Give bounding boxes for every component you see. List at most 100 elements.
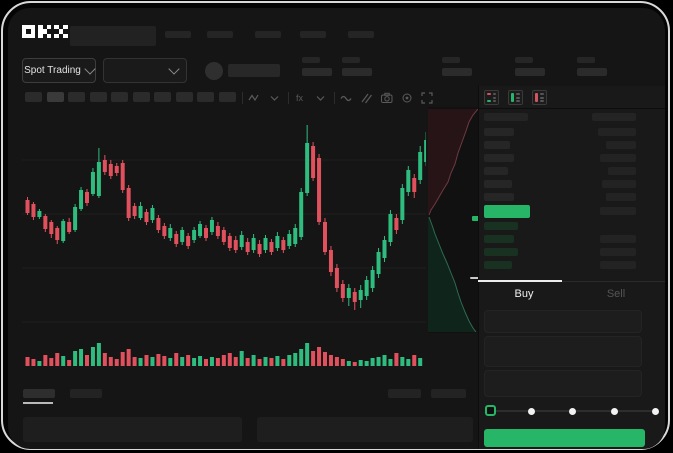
drawing-tools-icon[interactable]	[360, 91, 374, 110]
fullscreen-icon[interactable]	[420, 91, 434, 110]
total-input[interactable]	[484, 370, 642, 397]
ask-price-placeholder	[484, 180, 512, 188]
stat-label-placeholder	[577, 57, 595, 63]
stat-label-placeholder	[342, 57, 360, 63]
nav-item-placeholder[interactable]	[300, 31, 326, 38]
ask-price-placeholder	[484, 141, 510, 149]
slider-stop[interactable]	[527, 407, 535, 415]
nav-item-placeholder[interactable]	[165, 31, 191, 38]
tab-buy[interactable]: Buy	[514, 288, 534, 300]
last-amount-placeholder	[600, 207, 636, 215]
price-placeholder	[228, 64, 280, 77]
last-price-badge[interactable]	[484, 205, 530, 218]
ask-amount-placeholder	[606, 193, 636, 201]
ask-price-placeholder	[484, 154, 514, 162]
ask-price-placeholder	[484, 167, 508, 175]
bottom-action-placeholder[interactable]	[388, 389, 421, 398]
panel-divider	[478, 86, 479, 449]
camera-icon[interactable]	[380, 91, 394, 110]
settings-icon[interactable]	[400, 91, 414, 110]
interval-placeholder[interactable]	[89, 92, 107, 102]
chevron-down-icon	[84, 63, 96, 75]
bottom-panel-left	[23, 417, 242, 442]
bid-amount-placeholder	[600, 248, 636, 256]
amount-slider-handle[interactable]	[485, 405, 496, 416]
interval-placeholder[interactable]	[111, 92, 128, 102]
amount-input[interactable]	[484, 336, 642, 367]
chevron-down-icon	[168, 63, 180, 75]
interval-placeholder[interactable]	[218, 92, 236, 102]
svg-text:fx: fx	[296, 93, 304, 103]
interval-placeholder[interactable]	[197, 92, 214, 102]
stat-value-placeholder	[302, 68, 332, 76]
bid-amount-placeholder	[600, 235, 636, 243]
slider-stop[interactable]	[652, 407, 659, 415]
logo-letter	[22, 25, 36, 39]
search-placeholder[interactable]	[70, 26, 156, 46]
nav-item-placeholder[interactable]	[255, 31, 281, 38]
line-type-icon[interactable]	[340, 91, 354, 110]
coin-avatar	[205, 62, 223, 80]
ask-price-placeholder	[484, 193, 514, 201]
bottom-tab-active[interactable]	[23, 389, 55, 398]
slider-stop[interactable]	[610, 407, 618, 415]
ask-amount-placeholder	[606, 141, 636, 149]
volume-bars	[25, 343, 423, 366]
ob-header-price	[484, 113, 528, 121]
bid-price-placeholder	[484, 222, 518, 230]
ask-price-placeholder	[484, 128, 514, 136]
interval-placeholder[interactable]	[154, 92, 171, 102]
slider-stop[interactable]	[569, 407, 576, 415]
book-bids-icon[interactable]	[508, 90, 523, 105]
stat-value-placeholder	[577, 68, 607, 76]
depth-chart	[428, 107, 478, 333]
stat-value-placeholder	[442, 68, 472, 76]
bid-amount-placeholder	[600, 261, 636, 269]
ask-amount-placeholder	[598, 128, 636, 136]
chevron-down-icon[interactable]	[268, 91, 282, 110]
pair-select-dropdown[interactable]	[103, 58, 187, 83]
interval-placeholder[interactable]	[132, 92, 150, 102]
bottom-tab[interactable]	[70, 389, 102, 398]
bid-price-placeholder	[484, 248, 518, 256]
ask-amount-placeholder	[602, 180, 636, 188]
toolbar-divider	[334, 92, 335, 104]
interval-placeholder[interactable]	[68, 92, 85, 102]
chevron-down-icon[interactable]	[314, 91, 328, 110]
price-input[interactable]	[484, 310, 642, 333]
spot-trading-button[interactable]: Spot Trading	[22, 58, 96, 83]
stat-label-placeholder	[515, 57, 533, 63]
stat-label-placeholder	[302, 57, 320, 63]
bid-price-placeholder	[484, 261, 512, 269]
last-price-tick	[472, 216, 481, 221]
logo-letter	[38, 25, 52, 39]
okx-logo[interactable]	[22, 25, 68, 39]
toolbar-divider	[288, 92, 289, 104]
ask-amount-placeholder	[608, 167, 636, 175]
nav-item-placeholder[interactable]	[348, 31, 374, 38]
stat-label-placeholder	[442, 57, 460, 63]
bottom-panel-right	[257, 417, 473, 442]
interval-placeholder[interactable]	[175, 92, 193, 102]
bottom-action-placeholder[interactable]	[431, 389, 466, 398]
stat-value-placeholder	[515, 68, 545, 76]
book-asks-icon[interactable]	[532, 90, 547, 105]
candlestick-chart[interactable]	[22, 112, 426, 370]
mid-price-tick	[470, 277, 480, 279]
app-screen: Spot Trading Buy Sell	[8, 8, 665, 449]
interval-placeholder[interactable]	[25, 92, 42, 102]
stat-value-placeholder	[342, 68, 372, 76]
buy-submit-button[interactable]	[484, 429, 645, 447]
tab-sell[interactable]: Sell	[606, 288, 626, 300]
bottom-tab-underline	[23, 402, 53, 404]
candle-type-icon[interactable]	[248, 91, 262, 110]
interval-placeholder[interactable]	[46, 92, 64, 102]
book-both-icon[interactable]	[484, 90, 499, 105]
indicators-fx-icon[interactable]: fx	[294, 91, 308, 110]
bid-price-placeholder	[484, 235, 514, 243]
ob-header-amount	[592, 113, 636, 121]
nav-item-placeholder[interactable]	[207, 31, 233, 38]
toolbar-divider	[242, 92, 243, 104]
active-tab-indicator	[478, 280, 562, 282]
